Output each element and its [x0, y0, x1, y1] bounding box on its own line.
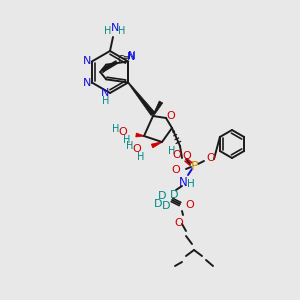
Polygon shape: [128, 82, 155, 116]
Text: H: H: [102, 96, 110, 106]
Text: H: H: [112, 124, 120, 134]
Text: H: H: [123, 135, 131, 145]
Text: O: O: [172, 165, 180, 175]
Text: H: H: [118, 26, 126, 36]
Text: O: O: [118, 127, 127, 137]
Text: N: N: [101, 88, 109, 98]
Text: N: N: [82, 56, 91, 67]
Text: C: C: [117, 55, 124, 65]
Text: O: O: [175, 218, 183, 228]
Text: O: O: [167, 111, 176, 121]
Text: N: N: [128, 51, 135, 61]
Text: H: H: [187, 179, 195, 189]
Text: D: D: [158, 191, 166, 201]
Text: H: H: [126, 141, 134, 151]
Text: D: D: [170, 190, 178, 200]
Text: O: O: [207, 153, 215, 163]
Text: P: P: [190, 160, 198, 172]
Text: N: N: [127, 52, 135, 62]
Text: O: O: [133, 144, 141, 154]
Text: ≡: ≡: [122, 53, 129, 62]
Text: H: H: [137, 152, 145, 162]
Text: H: H: [104, 26, 112, 36]
Text: D: D: [154, 199, 162, 209]
Text: D: D: [162, 201, 170, 211]
Text: O: O: [186, 200, 194, 210]
Text: N: N: [178, 176, 188, 188]
Polygon shape: [136, 133, 144, 137]
Text: O: O: [183, 151, 191, 161]
Text: N: N: [111, 23, 119, 33]
Polygon shape: [151, 142, 162, 148]
Text: O: O: [172, 150, 182, 160]
Text: N: N: [82, 77, 91, 88]
Text: H: H: [168, 146, 176, 156]
Polygon shape: [153, 101, 163, 116]
